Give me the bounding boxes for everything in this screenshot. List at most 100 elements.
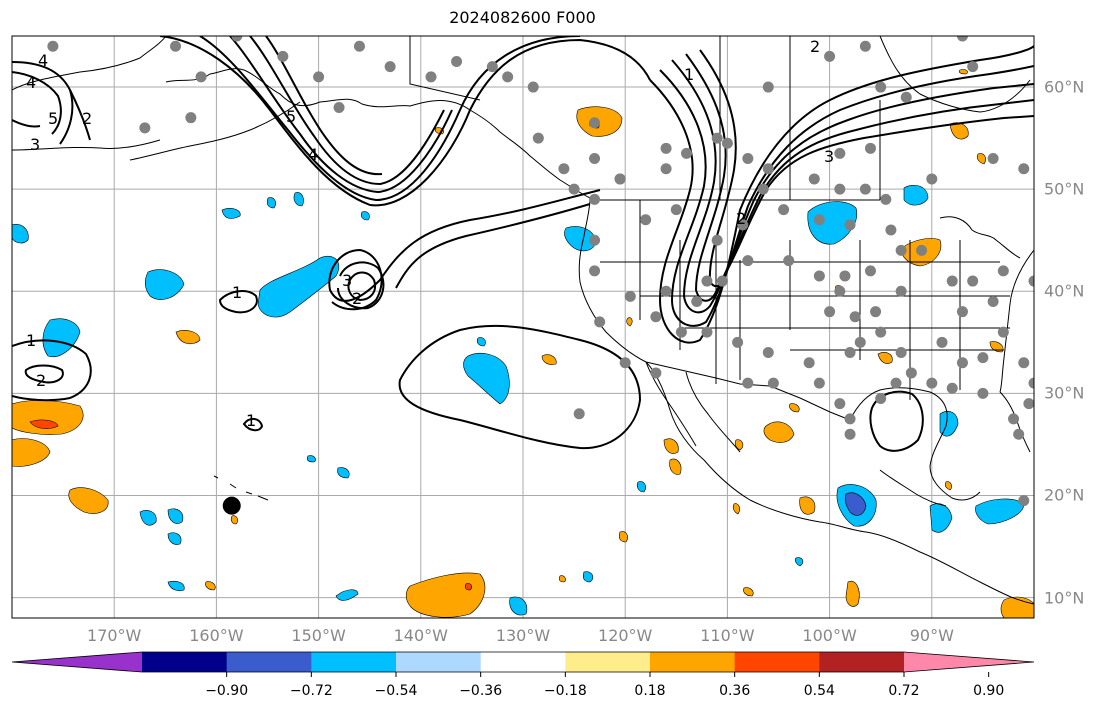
colorbar-label: 0.36 — [719, 683, 751, 699]
cyan-patch — [167, 532, 182, 545]
contour-label: 5 — [48, 109, 58, 128]
station-marker — [875, 392, 887, 404]
alaska-canada-border — [409, 36, 481, 101]
station-marker — [589, 265, 601, 277]
contour-line — [242, 418, 264, 432]
station-marker — [824, 306, 836, 318]
contour-labels: 4 4 5 3 2 5 4 3 2 1 3 2 1 1 2 1 2 — [26, 37, 834, 430]
station-marker — [170, 40, 182, 52]
station-marker — [997, 265, 1009, 277]
florida-coast — [999, 391, 1031, 453]
contour-label: 1 — [684, 65, 694, 84]
station-marker — [905, 367, 917, 379]
cyan-patch — [42, 318, 81, 358]
orange-patch — [1000, 596, 1034, 618]
latitude-label: 10°N — [1044, 588, 1085, 608]
station-marker — [640, 214, 652, 226]
station-marker — [875, 81, 887, 93]
station-marker — [353, 40, 365, 52]
contour-label: 4 — [308, 145, 318, 164]
station-marker — [527, 81, 539, 93]
cyan-patch — [337, 467, 350, 479]
colorbar-label: −0.18 — [543, 683, 587, 699]
hawaii-islands — [213, 475, 269, 501]
station-marker — [946, 275, 958, 287]
orange-patch — [944, 481, 952, 491]
cyan-patch — [903, 185, 929, 206]
contour-line — [328, 189, 601, 311]
hawaii-point-marker — [222, 496, 241, 515]
cyan-patch — [139, 510, 157, 526]
red-patch — [29, 419, 59, 429]
station-marker — [803, 357, 815, 369]
contour-line — [12, 61, 74, 145]
station-marker — [834, 398, 846, 410]
contour-label: 3 — [824, 147, 834, 166]
station-marker — [844, 219, 856, 231]
cyan-patch — [167, 508, 184, 524]
orange-patch — [618, 531, 628, 543]
cyan-patch — [306, 455, 316, 463]
red-patch — [464, 583, 472, 591]
contour-line — [398, 324, 642, 450]
colorbar-segment — [650, 652, 736, 672]
station-marker — [778, 204, 790, 216]
station-marker — [675, 326, 687, 338]
cyan-patch — [167, 580, 185, 592]
station-marker — [384, 61, 396, 73]
cyan-patch — [509, 596, 528, 616]
station-marker — [195, 71, 207, 83]
cyan-patch — [12, 224, 29, 244]
station-marker — [936, 336, 948, 348]
station-marker — [721, 137, 733, 149]
station-marker — [650, 311, 662, 323]
station-marker — [946, 382, 958, 394]
alaska-coast — [165, 68, 591, 199]
station-marker — [1033, 243, 1034, 248]
blue-patch — [844, 492, 867, 516]
colorbar-label: −0.36 — [459, 683, 503, 699]
station-marker — [967, 61, 979, 73]
station-marker — [987, 295, 999, 307]
longitude-label: 130°W — [495, 626, 551, 645]
contour-line — [12, 119, 41, 128]
station-marker — [859, 40, 871, 52]
siberia-coast-south — [12, 139, 161, 151]
station-marker — [742, 377, 754, 389]
contour-label: 1 — [26, 331, 36, 350]
station-marker — [701, 326, 713, 338]
orange-patch — [732, 503, 740, 515]
stations — [47, 36, 1034, 507]
station-marker — [813, 270, 825, 282]
station-marker — [614, 173, 626, 185]
orange-patch — [68, 487, 109, 514]
contour-label: 2 — [36, 371, 46, 390]
station-marker — [701, 275, 713, 287]
map-title: 2024082600 F000 — [449, 8, 596, 27]
station-marker — [895, 244, 907, 256]
station-marker — [890, 377, 902, 389]
longitude-label: 90°W — [909, 626, 954, 645]
station-marker — [808, 173, 820, 185]
orange-patch — [799, 496, 816, 515]
longitude-label: 150°W — [291, 626, 346, 645]
orange-patch — [976, 153, 986, 165]
station-marker — [1008, 413, 1020, 425]
station-marker — [987, 153, 999, 165]
cyan-patch — [360, 211, 370, 221]
cyan-patch — [463, 353, 510, 405]
station-marker — [849, 311, 861, 323]
station-marker — [839, 270, 851, 282]
station-marker — [977, 352, 989, 364]
station-marker — [916, 244, 928, 256]
contour-label: 2 — [82, 109, 92, 128]
siberia-coast — [12, 36, 167, 91]
station-marker — [425, 71, 437, 83]
station-marker — [859, 183, 871, 195]
contour-label: 2 — [810, 37, 820, 56]
colorbar-outline — [11, 651, 1035, 673]
longitude-label: 120°W — [598, 626, 653, 645]
orange-patch — [989, 341, 1004, 353]
station-marker — [926, 173, 938, 185]
contour-label: 4 — [38, 51, 48, 70]
